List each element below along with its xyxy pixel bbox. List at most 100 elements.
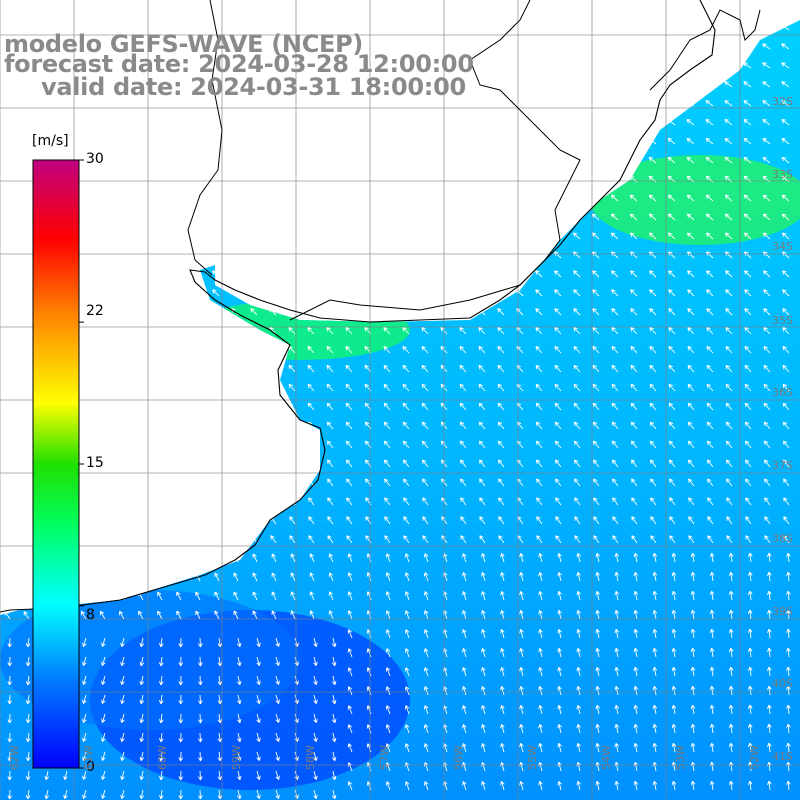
wind-arrow	[728, 571, 734, 582]
wind-arrow	[576, 742, 581, 753]
wind-arrow	[649, 402, 657, 411]
wind-arrow	[687, 459, 695, 468]
wind-arrow	[268, 194, 277, 202]
wind-arrow	[557, 590, 562, 601]
wind-arrow	[767, 647, 772, 658]
wind-arrow	[384, 478, 391, 487]
wind-arrow	[611, 383, 619, 392]
wind-arrow	[401, 213, 410, 221]
wind-arrow	[326, 364, 334, 373]
wind-arrow	[576, 552, 581, 563]
wind-arrow	[687, 345, 695, 354]
wind-arrow	[178, 694, 184, 705]
wind-arrow	[402, 251, 410, 259]
wind-arrow	[326, 327, 334, 335]
wind-arrow	[402, 459, 410, 468]
wind-arrow	[212, 383, 220, 392]
wind-arrow	[686, 100, 695, 107]
wind-arrow	[782, 289, 790, 297]
wind-arrow	[178, 751, 184, 762]
wind-arrow	[498, 516, 505, 525]
wind-arrow	[557, 685, 562, 696]
wind-arrow	[21, 119, 30, 126]
wind-arrow	[2, 194, 11, 202]
wind-arrow	[3, 440, 11, 449]
wind-arrow	[212, 364, 220, 373]
wind-arrow	[117, 327, 125, 335]
wind-arrow	[270, 478, 277, 487]
wind-arrow	[139, 637, 145, 648]
wind-arrow	[535, 345, 543, 354]
wind-arrow	[217, 751, 223, 762]
wind-arrow	[158, 732, 164, 743]
wind-arrow	[289, 516, 296, 525]
wind-arrow	[576, 685, 581, 696]
wind-arrow	[250, 364, 258, 373]
wind-arrow	[423, 705, 429, 715]
wind-arrow	[232, 497, 239, 506]
wind-arrow	[462, 781, 467, 791]
wind-arrow	[706, 289, 714, 297]
wind-arrow	[236, 713, 242, 724]
wind-arrow	[519, 743, 524, 753]
wind-arrow	[763, 402, 771, 411]
wind-arrow	[382, 43, 391, 50]
wind-arrow	[728, 590, 734, 601]
wind-arrow	[726, 497, 733, 506]
wind-arrow	[135, 100, 144, 107]
wind-arrow	[725, 327, 733, 335]
wind-arrow	[331, 656, 337, 667]
wind-arrow	[462, 648, 467, 658]
wind-arrow	[344, 156, 353, 164]
wind-arrow	[383, 289, 391, 297]
wind-arrow	[459, 459, 467, 468]
wind-arrow	[44, 789, 50, 800]
wind-arrow	[572, 81, 581, 88]
wind-arrow	[155, 308, 163, 316]
wind-arrow	[709, 742, 715, 753]
wind-arrow	[23, 611, 30, 620]
wind-arrow	[709, 628, 715, 639]
wind-arrow	[595, 723, 600, 734]
wind-arrow	[423, 724, 429, 734]
wind-arrow	[80, 572, 87, 582]
wind-arrow	[535, 421, 543, 430]
wind-arrow	[630, 459, 638, 468]
wind-arrow	[21, 232, 30, 240]
wind-arrow	[557, 647, 562, 658]
wind-arrow	[576, 571, 581, 582]
wind-arrow	[326, 251, 334, 259]
wind-arrow	[250, 421, 258, 430]
wind-arrow	[116, 232, 125, 240]
wind-arrow	[725, 440, 733, 449]
wind-arrow	[289, 535, 296, 544]
wind-arrow	[459, 345, 467, 354]
wind-arrow	[534, 81, 543, 88]
wind-arrow	[686, 156, 695, 164]
wind-arrow	[481, 572, 486, 582]
wind-arrow	[178, 637, 184, 648]
wind-arrow	[138, 572, 144, 582]
wind-arrow	[78, 194, 87, 202]
wind-arrow	[500, 591, 505, 601]
wind-arrow	[268, 137, 277, 145]
wind-arrow	[633, 780, 639, 791]
wind-arrow	[709, 780, 715, 791]
wind-arrow	[705, 137, 714, 145]
wind-arrow	[101, 770, 106, 780]
wind-arrow	[478, 364, 486, 373]
wind-arrow	[515, 156, 524, 164]
wind-arrow	[213, 535, 220, 544]
wind-arrow	[80, 516, 87, 525]
wind-arrow	[155, 383, 163, 392]
wind-arrow	[744, 345, 752, 354]
wind-arrow	[707, 516, 714, 525]
colorbar-tick-30: 30	[86, 151, 104, 167]
colorbar-tick-22: 22	[86, 303, 104, 319]
wind-arrow	[724, 62, 733, 69]
wind-arrow	[154, 156, 163, 164]
wind-arrow	[193, 402, 201, 411]
wind-arrow	[786, 666, 791, 677]
wind-arrow	[99, 610, 106, 620]
wind-arrow	[421, 345, 429, 354]
